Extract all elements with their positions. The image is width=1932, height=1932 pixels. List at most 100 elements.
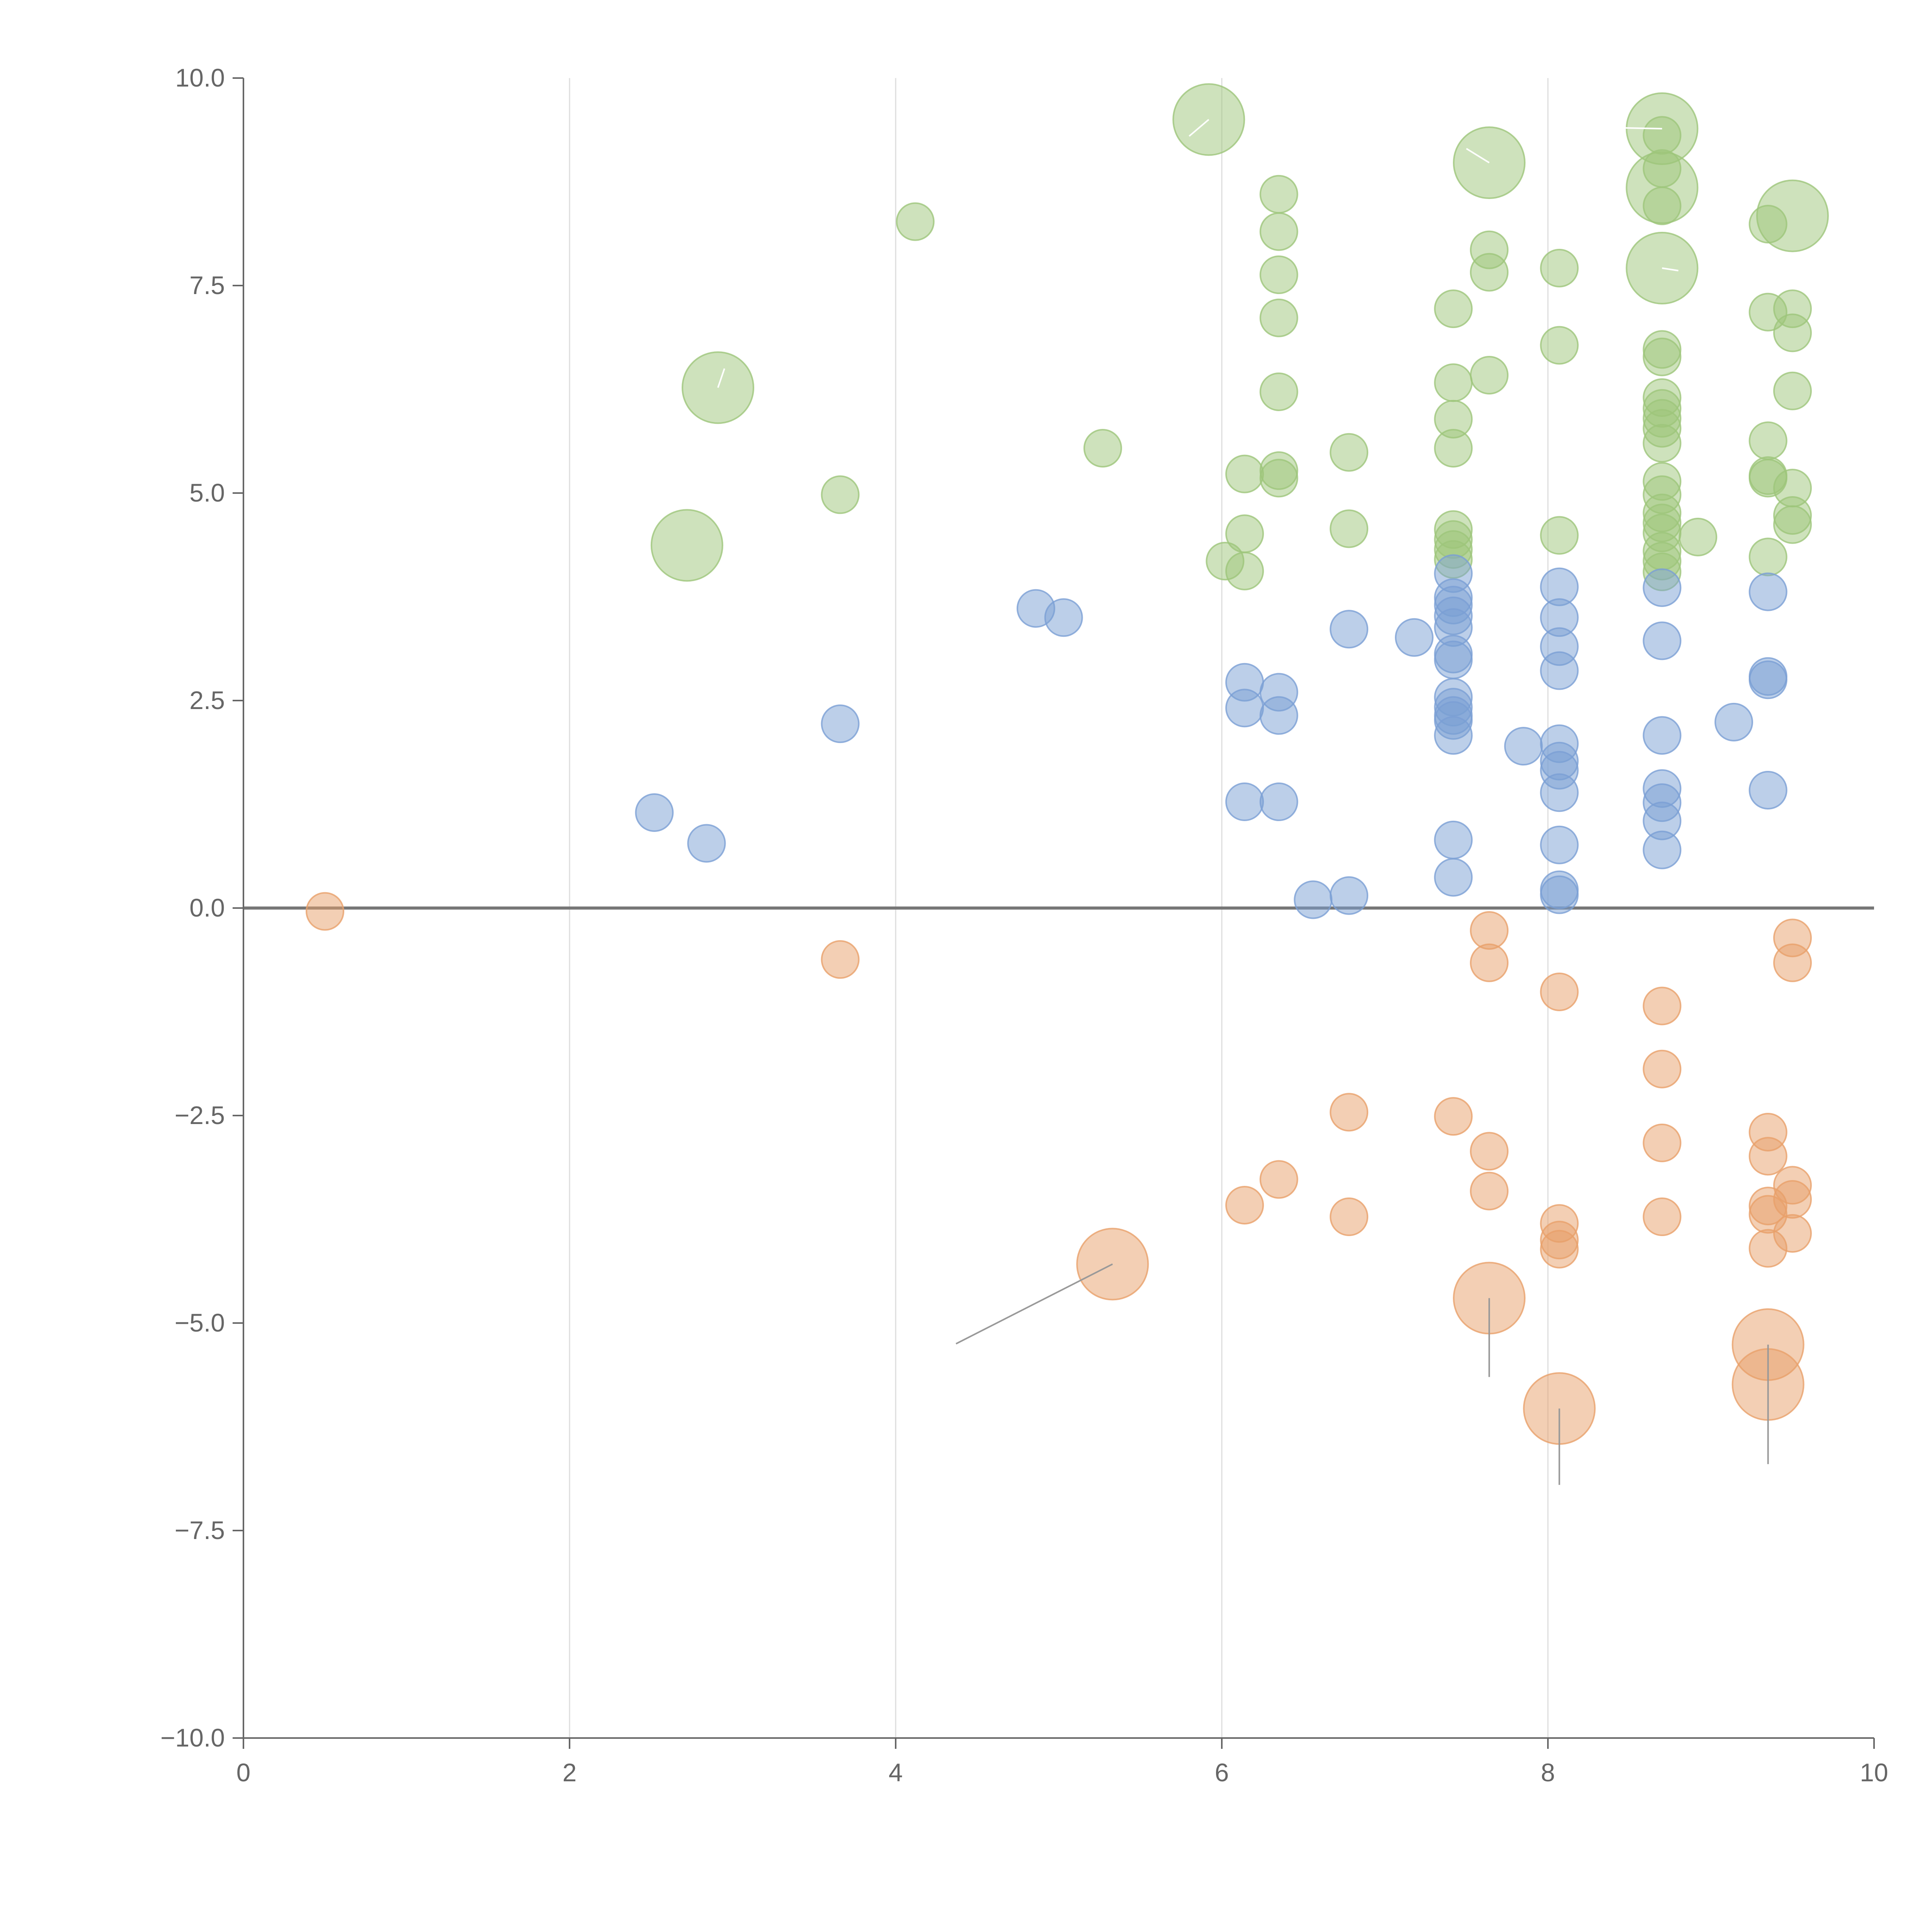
- data-point: [1259, 1160, 1298, 1199]
- data-point: [1259, 696, 1298, 735]
- data-point: [1773, 1180, 1812, 1219]
- x-tick-label: 8: [1541, 1758, 1555, 1787]
- axis-layer: 10.0 7.5 5.0 2.5 0.0 −2.5 −5.0 −7.5 −10.0 0 2 4 6 8 10: [160, 63, 1888, 1787]
- leader-line-layer: [717, 119, 1769, 1485]
- data-point: [1225, 551, 1264, 590]
- data-point: [1259, 459, 1298, 498]
- data-point: [1470, 355, 1509, 395]
- data-point: [1748, 1137, 1787, 1176]
- data-point: [1434, 429, 1473, 468]
- data-point: [1540, 651, 1579, 690]
- data-point: [1540, 972, 1579, 1011]
- data-point: [1294, 880, 1333, 919]
- data-point: [821, 940, 860, 979]
- leader-line: [1662, 267, 1679, 272]
- data-point: [1748, 770, 1787, 810]
- x-tick-label: 10: [1860, 1758, 1888, 1787]
- data-point: [1470, 1172, 1509, 1211]
- data-point: [1434, 1097, 1473, 1136]
- y-tick-label: −5.0: [175, 1308, 225, 1337]
- data-point: [1643, 337, 1682, 376]
- y-tick-label: −10.0: [160, 1723, 225, 1752]
- data-point: [1225, 782, 1264, 821]
- data-point: [1470, 1132, 1509, 1171]
- y-tick-label: 7.5: [189, 271, 225, 299]
- x-tick-label: 2: [563, 1758, 577, 1787]
- data-point: [1748, 660, 1787, 699]
- data-point: [1643, 1197, 1682, 1236]
- data-point: [1330, 876, 1369, 915]
- data-point: [1259, 372, 1298, 411]
- leader-line: [1621, 127, 1662, 130]
- data-point: [1259, 255, 1298, 294]
- data-point: [821, 704, 860, 743]
- data-point: [1434, 716, 1473, 755]
- bubble-layer: [306, 83, 1829, 1445]
- data-point: [1773, 371, 1812, 410]
- x-tick-label: 4: [889, 1758, 903, 1787]
- data-point: [1714, 702, 1753, 742]
- x-tick-label: 0: [236, 1758, 251, 1787]
- data-point: [1643, 149, 1682, 188]
- data-point: [1748, 205, 1787, 244]
- leader-line: [956, 1263, 1113, 1345]
- data-point: [1504, 727, 1543, 766]
- data-point: [1470, 943, 1509, 982]
- data-point: [1643, 116, 1682, 155]
- data-point: [1434, 363, 1473, 402]
- leader-line: [1466, 148, 1490, 163]
- data-point: [1259, 782, 1298, 821]
- data-point: [687, 824, 726, 863]
- y-tick-label: 0.0: [189, 893, 225, 922]
- grid-layer: [243, 78, 1874, 1738]
- leader-line: [1189, 119, 1209, 137]
- data-point: [1259, 298, 1298, 337]
- data-point: [1643, 716, 1682, 755]
- data-point: [1540, 248, 1579, 287]
- y-tick-label: 10.0: [175, 63, 225, 92]
- data-point: [1643, 1049, 1682, 1088]
- data-point: [1773, 1214, 1812, 1253]
- data-point: [635, 793, 674, 832]
- data-point: [1330, 1093, 1369, 1132]
- data-point: [1773, 313, 1812, 352]
- data-point: [1225, 1185, 1264, 1225]
- data-point: [1540, 516, 1579, 555]
- data-point: [1330, 1197, 1369, 1236]
- data-point: [1540, 773, 1579, 812]
- data-point: [1643, 986, 1682, 1026]
- data-point: [1540, 825, 1579, 864]
- data-point: [1259, 175, 1298, 214]
- data-point: [1773, 505, 1812, 544]
- data-point: [1748, 537, 1787, 577]
- data-point: [1748, 572, 1787, 611]
- data-point: [1470, 253, 1509, 292]
- data-point: [1259, 212, 1298, 251]
- data-point: [1679, 517, 1718, 556]
- leader-line: [717, 368, 725, 388]
- data-point: [1330, 509, 1369, 548]
- data-point: [1330, 433, 1369, 472]
- data-point: [306, 892, 344, 931]
- data-point: [1044, 598, 1083, 637]
- data-point: [1643, 186, 1682, 225]
- y-tick-label: −2.5: [175, 1101, 225, 1129]
- data-point: [1434, 640, 1473, 679]
- data-point: [1643, 568, 1682, 607]
- data-point: [1225, 454, 1264, 493]
- data-point: [1643, 830, 1682, 869]
- data-point: [1643, 1123, 1682, 1162]
- data-point: [1643, 621, 1682, 660]
- data-point: [1434, 858, 1473, 897]
- data-point: [650, 509, 723, 582]
- y-tick-label: 5.0: [189, 478, 225, 507]
- data-point: [1540, 1230, 1579, 1269]
- data-point: [896, 202, 935, 241]
- data-point: [821, 475, 860, 514]
- data-point: [1434, 820, 1473, 859]
- x-tick-label: 6: [1215, 1758, 1229, 1787]
- data-point: [1540, 326, 1579, 365]
- data-point: [1773, 943, 1812, 982]
- data-point: [1083, 429, 1122, 468]
